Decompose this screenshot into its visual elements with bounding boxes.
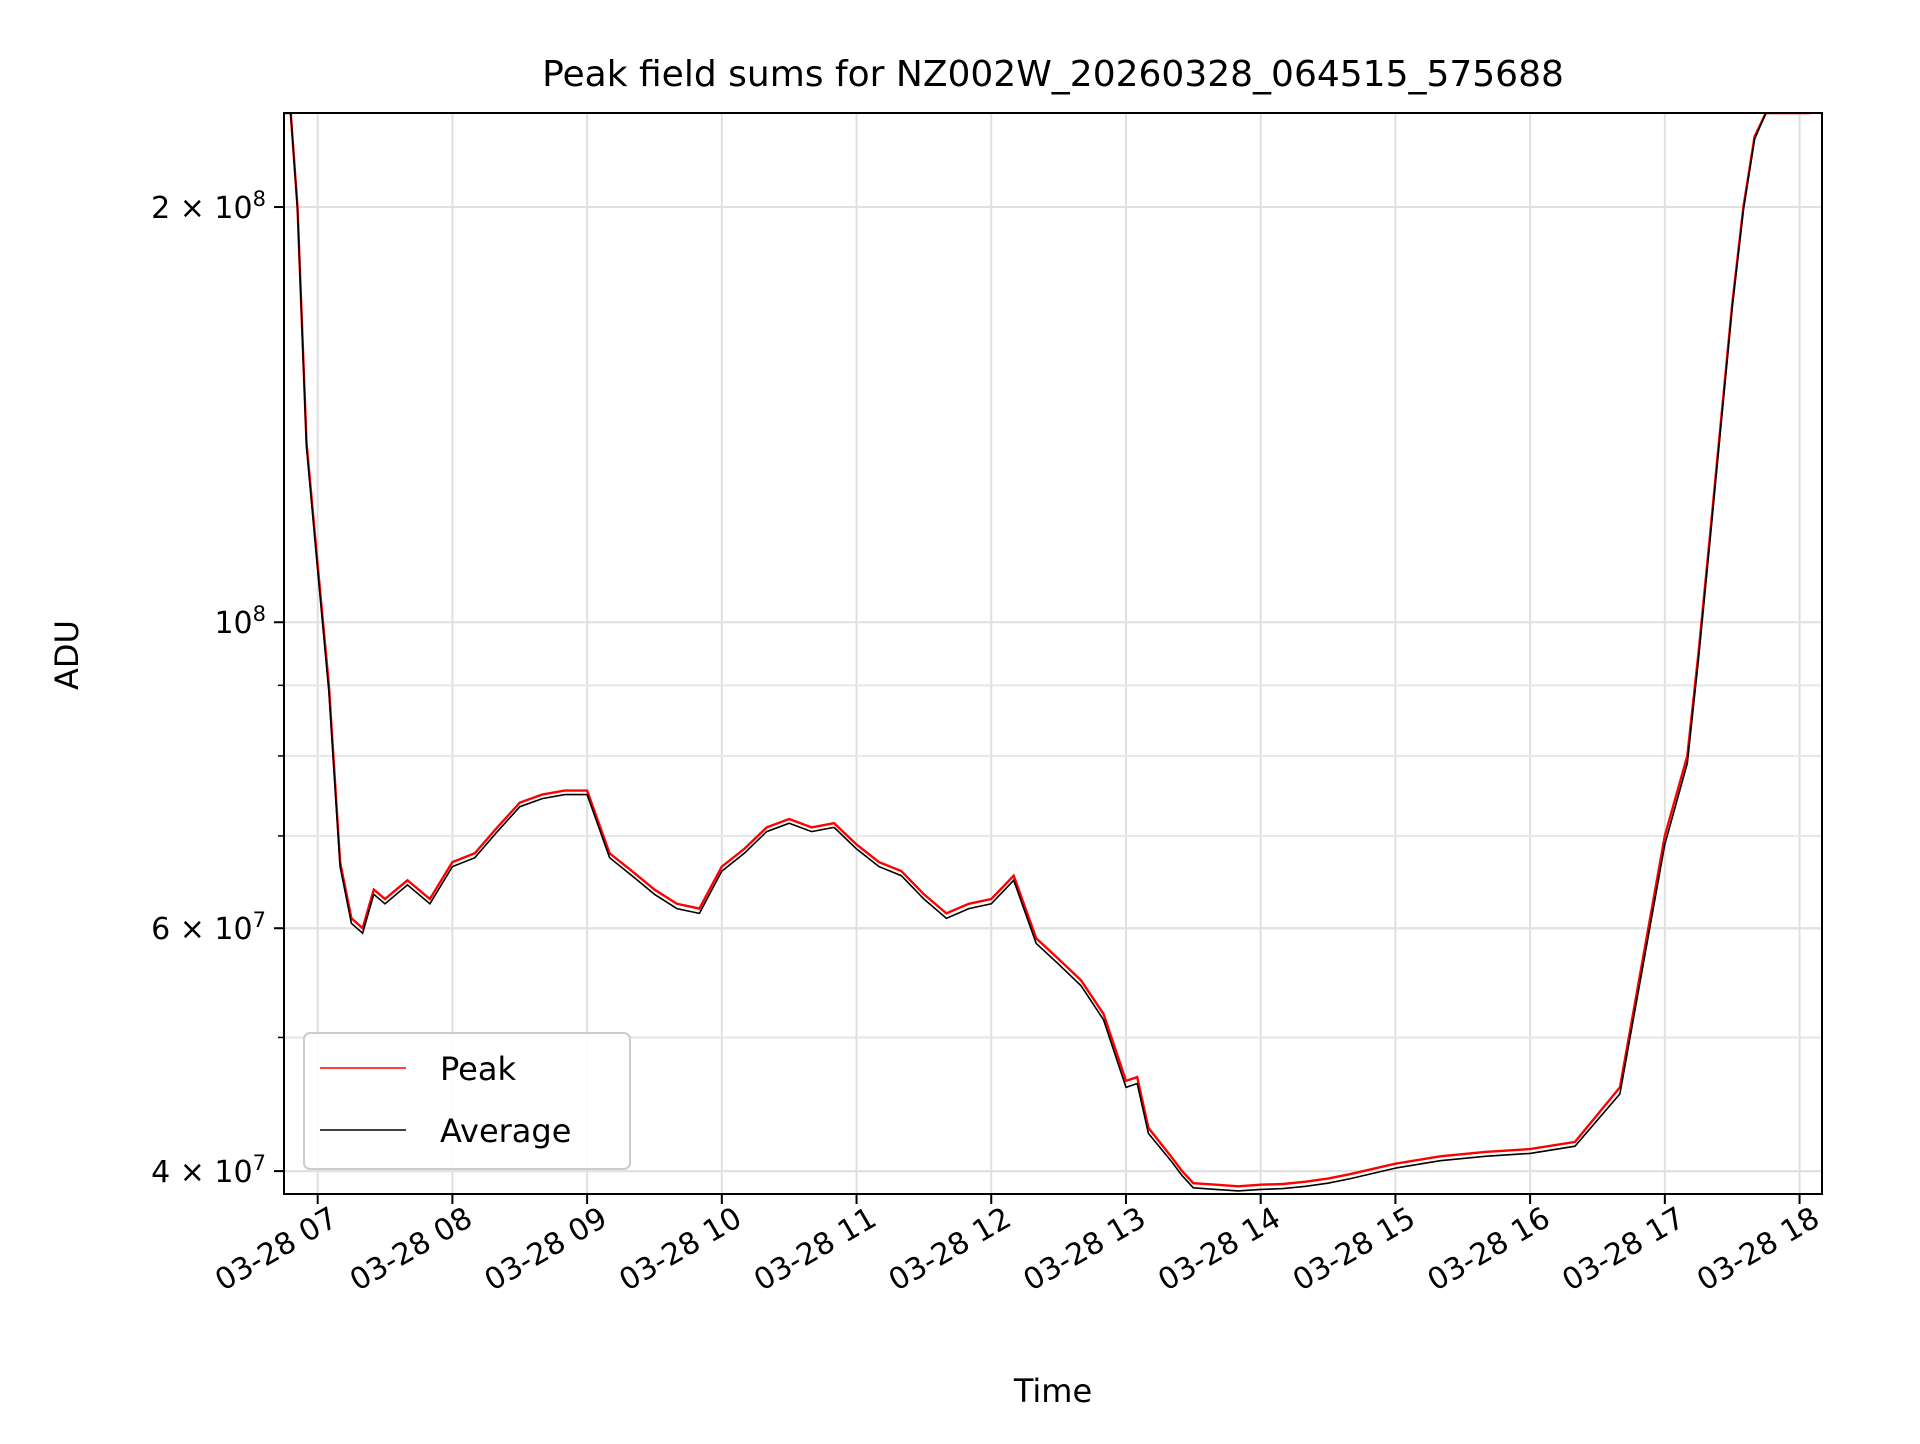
legend-box bbox=[303, 1032, 631, 1170]
legend: Peak Average bbox=[303, 1032, 631, 1170]
y-tick-label: 4 × 107 bbox=[151, 1151, 266, 1190]
chart-title: Peak field sums for NZ002W_20260328_0645… bbox=[542, 54, 1564, 95]
series-line-average bbox=[284, 113, 1811, 1192]
grid-lines bbox=[284, 113, 1822, 1194]
x-axis-label: Time bbox=[1013, 1372, 1092, 1410]
y-axis-label: ADU bbox=[48, 620, 86, 690]
legend-average-label: Average bbox=[440, 1112, 571, 1150]
series-line-peak bbox=[284, 113, 1811, 1188]
plot-series bbox=[284, 113, 1811, 1192]
plot-frame bbox=[283, 112, 1823, 1195]
y-axis-ticks: 4 × 107 6 × 107 108 2 × 108 bbox=[151, 187, 284, 1190]
y-tick-label: 2 × 108 bbox=[151, 187, 266, 226]
y-tick-label: 6 × 107 bbox=[151, 908, 266, 947]
legend-peak-label: Peak bbox=[440, 1050, 516, 1088]
y-tick-label: 108 bbox=[214, 602, 266, 641]
